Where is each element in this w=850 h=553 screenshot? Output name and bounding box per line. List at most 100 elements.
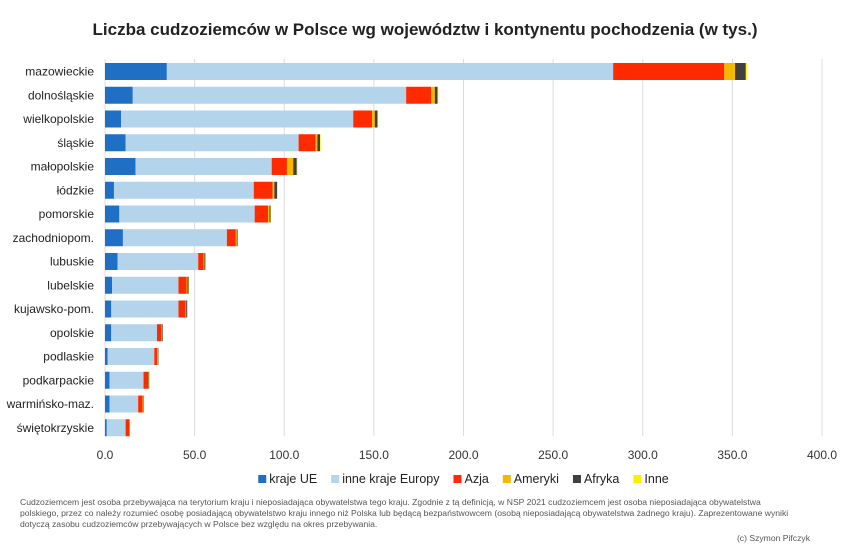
x-tick-label: 150.0 xyxy=(359,448,389,462)
bar-segment xyxy=(186,276,188,294)
category-label: kujawsko-pom. xyxy=(14,302,94,316)
legend-label: kraje UE xyxy=(269,472,317,486)
legend-swatch xyxy=(502,475,511,483)
bar-segment xyxy=(105,158,136,175)
bar-segment xyxy=(143,371,149,389)
bar-segment xyxy=(148,371,149,389)
bar-segment xyxy=(135,158,272,175)
bar-segment xyxy=(431,86,435,104)
bar-segment xyxy=(198,253,204,270)
category-label: wielkopolskie xyxy=(22,112,94,126)
bar-segment xyxy=(121,110,354,128)
bar-segment xyxy=(105,419,107,437)
bar-segment xyxy=(125,134,299,152)
bar-segment xyxy=(112,276,179,294)
x-tick-label: 50.0 xyxy=(183,448,207,462)
x-tick-label: 300.0 xyxy=(628,448,658,462)
bar-segment xyxy=(320,134,321,152)
x-tick-label: 400.0 xyxy=(807,448,837,462)
bar-segment xyxy=(254,205,269,223)
legend-label: inne kraje Europy xyxy=(342,472,440,486)
bar-segment xyxy=(372,110,375,128)
bar-segment xyxy=(269,205,271,223)
bar-segment xyxy=(235,229,237,247)
category-label: mazowieckie xyxy=(25,65,94,79)
bar-segment xyxy=(105,134,126,152)
bar-segment xyxy=(353,110,373,128)
category-label: podkarpackie xyxy=(23,373,95,387)
category-label: zachodniopom. xyxy=(13,231,94,245)
legend-swatch xyxy=(572,475,581,483)
legend-label: Ameryki xyxy=(514,472,559,486)
bar-segment xyxy=(187,276,189,294)
category-label: pomorskie xyxy=(39,207,95,221)
footnote: Cudzoziemcem jest osoba przebywająca na … xyxy=(20,497,789,530)
bar-segment xyxy=(111,300,179,318)
bar-segment xyxy=(142,395,144,413)
bar-segment xyxy=(117,253,199,270)
category-label: świętokrzyskie xyxy=(17,421,95,435)
bar-segment xyxy=(156,348,158,365)
bar-segment xyxy=(105,324,112,342)
x-tick-label: 0.0 xyxy=(97,448,114,462)
bar-segment xyxy=(154,348,157,365)
category-label: śląskie xyxy=(57,136,94,150)
x-tick-label: 100.0 xyxy=(269,448,299,462)
x-tick-label: 200.0 xyxy=(448,448,478,462)
bar-segment xyxy=(105,63,167,80)
bar-segment xyxy=(113,181,254,199)
bar-segment xyxy=(178,300,186,318)
category-label: łódzkie xyxy=(57,183,95,197)
legend-swatch xyxy=(453,475,462,483)
bar-segment xyxy=(315,134,318,152)
credit: (c) Szymon Pifczyk xyxy=(736,533,810,543)
legend-item: inne kraje Europy xyxy=(331,472,440,486)
bar-segment xyxy=(277,181,278,199)
bar-segment xyxy=(268,205,270,223)
legend-label: Azja xyxy=(464,472,488,486)
x-tick-label: 350.0 xyxy=(717,448,747,462)
bar-segment xyxy=(125,419,130,437)
bar-segment xyxy=(119,205,255,223)
bar-segment xyxy=(111,324,157,342)
bar-segment xyxy=(143,395,144,413)
category-label: opolskie xyxy=(50,326,94,340)
category-label: małopolskie xyxy=(31,160,95,174)
legend-item: Afryka xyxy=(572,472,619,486)
bar-segment xyxy=(186,300,188,318)
legend-item: Ameryki xyxy=(502,472,559,486)
bar-segment xyxy=(105,229,123,247)
bar-segment xyxy=(109,371,144,389)
chart-title: Liczba cudzoziemców w Polsce wg wojewódz… xyxy=(92,20,758,39)
bar-segment xyxy=(271,158,287,175)
legend-swatch xyxy=(633,475,642,483)
bar-segment xyxy=(105,205,120,223)
legend-swatch xyxy=(331,475,340,483)
bars xyxy=(105,63,747,437)
bar-segment xyxy=(613,63,725,80)
bar-segment xyxy=(105,181,114,199)
bar-segment xyxy=(185,300,187,318)
bar-segment xyxy=(162,324,163,342)
bar-segment xyxy=(138,395,143,413)
bar-segment xyxy=(106,419,126,437)
bar-segment xyxy=(105,110,122,128)
legend-item: kraje UE xyxy=(258,472,317,486)
legend-swatch xyxy=(258,475,267,483)
bar-segment xyxy=(203,253,205,270)
bar-segment xyxy=(286,158,294,175)
bar-segment xyxy=(204,253,206,270)
bar-segment xyxy=(105,86,133,104)
x-tick-label: 250.0 xyxy=(538,448,568,462)
bar-segment xyxy=(105,348,108,365)
bar-segment xyxy=(161,324,163,342)
bar-segment xyxy=(226,229,236,247)
bar-segment xyxy=(166,63,614,80)
bar-segment xyxy=(735,63,746,80)
category-label: lubuskie xyxy=(50,255,94,269)
bar-segment xyxy=(374,110,378,128)
bar-segment xyxy=(157,348,159,365)
bar-segment xyxy=(437,86,439,104)
bar-segment xyxy=(253,181,273,199)
